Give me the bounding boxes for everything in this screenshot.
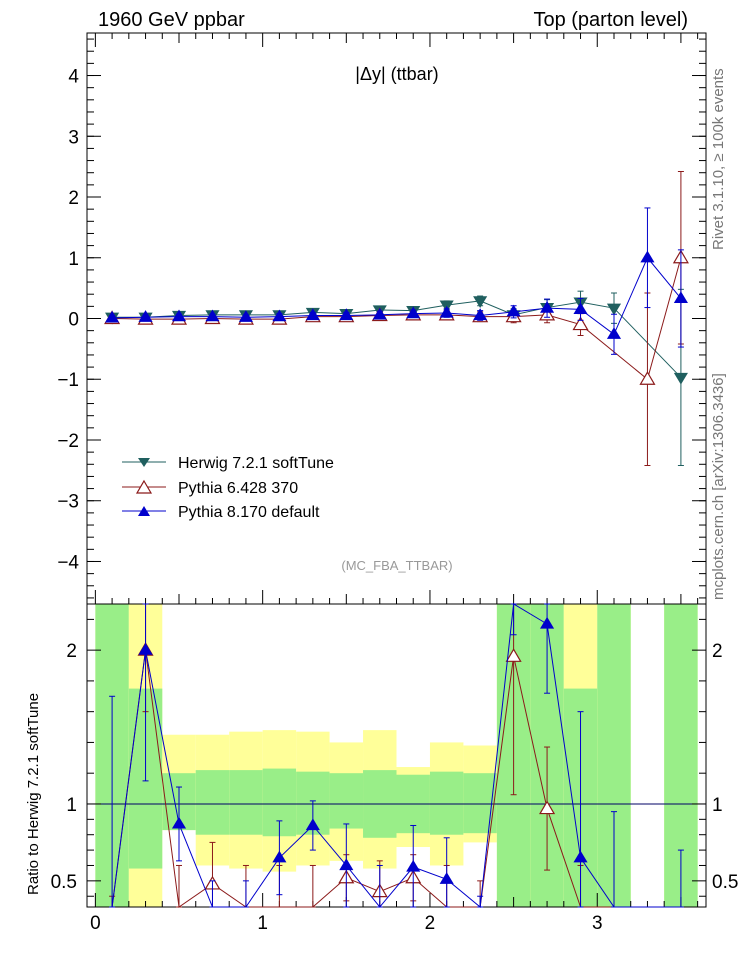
data-point-marker [673, 291, 688, 304]
data-point-marker [205, 309, 220, 322]
mcplots-label: mcplots.cern.ch [arXiv:1306.3436] [710, 373, 727, 600]
mc-uncertainty-band-green [429, 771, 464, 835]
data-point-marker [339, 308, 354, 321]
y-tick-label: −2 [57, 431, 79, 452]
ratio-y-axis-label: Ratio to Herwig 7.2.1 softTune [25, 693, 42, 895]
data-point-marker [640, 250, 655, 263]
data-point-marker [272, 850, 287, 863]
triangle-down-icon [138, 458, 150, 467]
series-pythia-6-428-370 [104, 170, 689, 467]
data-point-marker [673, 372, 688, 385]
y-tick-label: 4 [68, 67, 79, 88]
series-herwig-7-2-1-softtune [105, 288, 688, 467]
y-tick-label: −1 [57, 370, 79, 391]
data-point-marker [305, 308, 320, 321]
triangle-open-icon [135, 479, 153, 494]
data-point-marker [105, 310, 120, 323]
header-right: Top (parton level) [533, 9, 688, 31]
data-point-marker [272, 309, 287, 322]
y-tick-label: −3 [57, 492, 79, 513]
mc-uncertainty-band-green [195, 770, 230, 835]
y-tick-label: 3 [68, 127, 79, 148]
data-point-marker [506, 304, 521, 317]
data-point-marker [406, 859, 421, 872]
legend: Herwig 7.2.1 softTune Pythia 6.428 370 P… [122, 455, 334, 521]
legend-entry-pythia6: Pythia 6.428 370 [122, 479, 298, 497]
data-point-marker [339, 858, 354, 871]
ratio-y-tick-label-right: 1 [712, 795, 723, 816]
data-point-marker [305, 818, 320, 831]
x-tick-label: 2 [425, 913, 436, 934]
rivet-version-label: Rivet 3.1.10, ≥ 100k events [710, 68, 727, 250]
triangle-up-icon [138, 506, 150, 516]
y-tick-label: 0 [68, 310, 79, 331]
ratio-y-tick-label: 2 [66, 641, 77, 662]
ratio-y-tick-label-right: 0.5 [712, 872, 738, 893]
legend-label-pythia6: Pythia 6.428 370 [178, 480, 298, 497]
ratio-y-tick-label: 1 [66, 795, 77, 816]
legend-entry-herwig: Herwig 7.2.1 softTune [122, 455, 334, 472]
legend-label-pythia8: Pythia 8.170 default [178, 504, 320, 521]
data-point-marker [540, 616, 555, 629]
data-point-marker [572, 316, 589, 331]
analysis-label: (MC_FBA_TTBAR) [341, 558, 452, 573]
data-point-marker [406, 306, 421, 319]
data-point-marker [372, 307, 387, 320]
data-point-marker [171, 309, 187, 322]
x-tick-label: 3 [592, 913, 603, 934]
x-tick-label: 0 [90, 913, 101, 934]
series-line [111, 650, 681, 908]
ratio-y-tick-label: 0.5 [51, 872, 77, 893]
series-line [112, 300, 682, 378]
series-line [112, 257, 682, 381]
y-tick-label: −4 [57, 552, 79, 573]
data-point-marker [439, 305, 454, 318]
data-point-marker [505, 648, 522, 662]
y-tick-label: 1 [68, 249, 79, 270]
data-point-marker [539, 800, 556, 815]
mc-uncertainty-band-green [329, 773, 364, 829]
chart-title: |Δy| (ttbar) [355, 64, 438, 84]
data-point-marker [473, 308, 488, 321]
data-point-marker [606, 303, 622, 316]
data-point-marker [473, 296, 488, 309]
legend-label-herwig: Herwig 7.2.1 softTune [178, 455, 334, 472]
data-point-marker [171, 816, 187, 829]
series-ratio-pythia-8-170-default [109, 603, 684, 908]
data-point-marker [573, 850, 588, 863]
data-point-marker [540, 301, 555, 313]
data-point-marker [639, 371, 656, 385]
mc-uncertainty-band-green [229, 770, 263, 835]
data-point-marker [138, 642, 153, 655]
x-tick-label: 1 [257, 913, 268, 934]
y-tick-label: 2 [68, 188, 79, 209]
header-left: 1960 GeV ppbar [98, 9, 245, 31]
data-point-marker [238, 310, 253, 322]
series-line [112, 256, 682, 336]
ratio-y-tick-label-right: 2 [712, 641, 723, 662]
series-pythia-8-170-default [105, 207, 688, 355]
data-point-marker [439, 872, 454, 884]
legend-entry-pythia8: Pythia 8.170 default [122, 504, 320, 521]
data-point-marker [573, 302, 588, 314]
data-point-marker [138, 310, 153, 322]
data-point-marker [606, 327, 622, 339]
